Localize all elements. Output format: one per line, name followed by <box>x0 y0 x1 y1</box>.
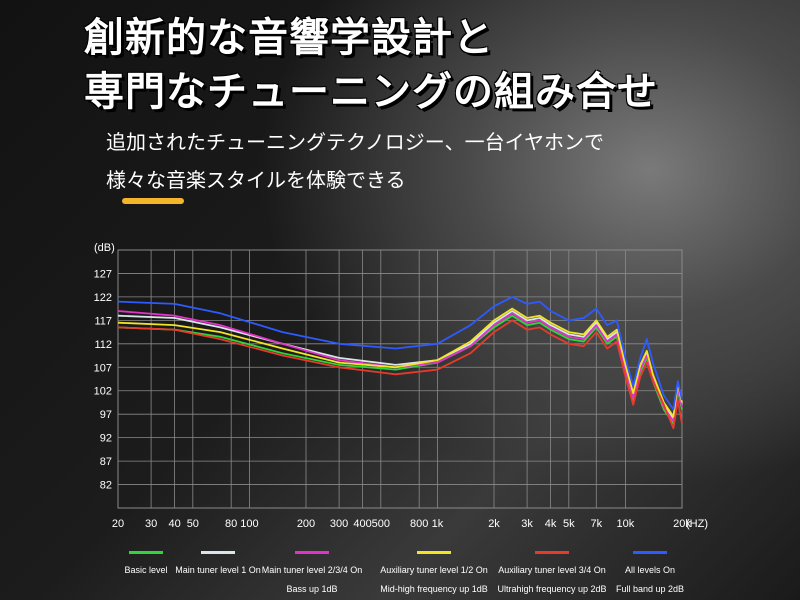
legend-swatch <box>201 551 235 554</box>
y-tick-label: 112 <box>94 339 112 351</box>
headline-line-1: 創新的な音響学設計と <box>84 15 494 61</box>
x-tick-label: 5k <box>563 518 575 530</box>
legend-swatch <box>417 551 451 554</box>
x-tick-label: 2k <box>488 518 500 530</box>
x-tick-label: 3k <box>521 518 533 530</box>
y-tick-label: 117 <box>94 315 112 327</box>
legend-label: Auxiliary tuner level 1/2 On <box>380 565 488 575</box>
y-axis-ticks: 127 122 117 112 107 102 97 92 87 82 <box>94 268 112 491</box>
x-axis-ticks: 20 30 40 50 80 100 200 300 400 500 800 1k 2k 3k 4k 5k 7k… <box>112 518 691 530</box>
legend-label: Ultrahigh frequency up 2dB <box>497 584 607 594</box>
x-tick-label: 1k <box>432 518 444 530</box>
x-tick-label: 20k <box>673 518 691 530</box>
y-axis-label: (dB) <box>94 242 115 254</box>
x-tick-label: 300 <box>330 518 348 530</box>
y-tick-label: 127 <box>94 268 112 280</box>
x-tick-label: 7k <box>590 518 602 530</box>
legend-label: Main tuner level 2/3/4 On <box>261 565 363 575</box>
x-tick-label: 50 <box>187 518 199 530</box>
x-tick-label: 40 <box>168 518 180 530</box>
y-tick-label: 102 <box>94 386 112 398</box>
legend-label: Full band up 2dB <box>615 584 685 594</box>
y-tick-label: 97 <box>100 409 112 421</box>
y-tick-label: 107 <box>94 362 112 374</box>
x-tick-label: 4k <box>545 518 557 530</box>
series-line <box>117 319 683 430</box>
x-axis-unit-label: (HZ) <box>686 518 708 530</box>
x-tick-label: 80 <box>225 518 237 530</box>
x-tick-label: 10k <box>617 518 635 530</box>
legend-label: Bass up 1dB <box>286 584 338 594</box>
x-tick-label: 500 <box>372 518 390 530</box>
x-tick-label: 800 <box>410 518 428 530</box>
series-line <box>117 310 683 423</box>
legend-label: Auxiliary tuner level 3/4 On <box>498 565 606 575</box>
series-lines <box>117 296 683 430</box>
legend-label: All levels On <box>624 565 676 575</box>
subtext-line-1: 追加されたチューニングテクノロジー、一台イヤホンで <box>106 130 604 154</box>
accent-bar <box>122 198 184 204</box>
chart-grid <box>117 249 683 509</box>
frequency-response-chart: 127 122 117 112 107 102 97 92 87 82 20 30 40 50 80 100… <box>94 242 708 530</box>
x-tick-label: 100 <box>240 518 258 530</box>
y-tick-label: 122 <box>94 292 112 304</box>
subtext-line-2: 様々な音楽スタイルを体験できる <box>106 168 406 192</box>
legend-label: Basic level <box>124 565 168 575</box>
series-line <box>117 296 683 411</box>
y-tick-label: 87 <box>100 456 112 468</box>
legend-label: Mid-high frequency up 1dB <box>380 584 488 594</box>
legend-swatch <box>535 551 569 554</box>
series-line <box>117 307 683 418</box>
y-tick-label: 92 <box>100 433 112 445</box>
x-tick-label: 400 <box>353 518 371 530</box>
y-tick-label: 82 <box>100 480 112 492</box>
x-tick-label: 200 <box>297 518 315 530</box>
legend-swatch <box>633 551 667 554</box>
legend-swatch <box>129 551 163 554</box>
headline-line-2: 専門なチューニングの組み合せ <box>84 69 658 115</box>
x-tick-label: 30 <box>145 518 157 530</box>
legend-label: Main tuner level 1 On <box>175 565 261 575</box>
legend-swatch <box>295 551 329 554</box>
x-tick-label: 20 <box>112 518 124 530</box>
